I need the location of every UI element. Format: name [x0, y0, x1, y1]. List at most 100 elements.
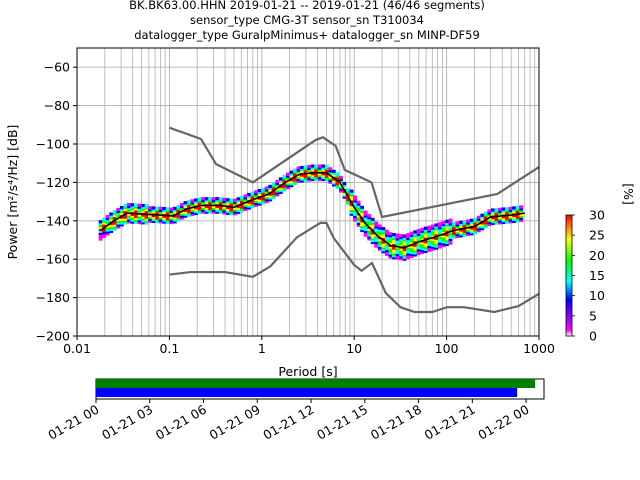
psd-cell — [416, 238, 421, 242]
psd-cell — [399, 243, 403, 247]
timeline-bars — [96, 379, 536, 397]
psd-cell — [98, 233, 103, 237]
psd-cell — [384, 252, 389, 256]
psd-cell — [434, 231, 439, 235]
psd-cell — [254, 197, 258, 202]
psd-cell — [141, 215, 145, 219]
psd-cell — [307, 178, 312, 182]
psd-cell — [179, 208, 184, 212]
psd-cell — [420, 229, 425, 233]
psd-cell — [278, 181, 283, 185]
psd-cell — [469, 232, 474, 236]
psd-cell — [176, 210, 181, 214]
psd-cell — [179, 214, 184, 218]
psd-cell — [243, 200, 248, 204]
psd-cell — [321, 172, 326, 176]
psd-cell — [275, 189, 280, 193]
psd-cell — [430, 237, 435, 242]
psd-cell — [169, 209, 174, 213]
psd-cell — [498, 211, 502, 215]
psd-cell — [353, 214, 357, 218]
psd-cell — [515, 217, 520, 221]
psd-cell — [430, 239, 435, 244]
psd-cell — [455, 227, 460, 231]
y-tick-label: −100 — [36, 137, 70, 152]
psd-cell — [141, 203, 145, 208]
psd-cell — [215, 199, 220, 203]
psd-cell — [399, 253, 403, 257]
psd-cell — [250, 202, 255, 207]
psd-cell — [158, 220, 163, 224]
psd-cell — [134, 203, 138, 207]
psd-cell — [307, 168, 312, 172]
psd-cell — [448, 231, 453, 236]
psd-cell — [335, 176, 340, 180]
psd-cell — [381, 242, 386, 246]
psd-cell — [247, 202, 251, 206]
psd-cell — [466, 225, 471, 229]
psd-cell — [437, 222, 442, 226]
psd-cell — [346, 192, 350, 196]
psd-cell — [116, 209, 121, 214]
psd-cell — [360, 228, 365, 233]
psd-cell — [413, 237, 418, 242]
psd-cell — [240, 205, 244, 209]
psd-cell — [437, 243, 442, 247]
psd-cell — [494, 219, 499, 223]
psd-cell — [158, 214, 163, 218]
psd-cell — [339, 175, 343, 180]
psd-cell — [473, 219, 478, 223]
psd-cell — [264, 194, 269, 198]
psd-cell — [240, 209, 244, 213]
psd-cell — [374, 236, 379, 241]
psd-cell — [388, 236, 393, 240]
psd-cell — [109, 214, 114, 218]
psd-cell — [353, 212, 357, 216]
psd-cell — [176, 208, 181, 212]
psd-cell — [466, 230, 471, 235]
psd-cell — [395, 250, 400, 255]
psd-cell — [483, 219, 488, 223]
psd-cell — [151, 214, 156, 218]
psd-cell — [201, 206, 205, 210]
psd-cell — [194, 202, 198, 206]
psd-cell — [490, 219, 495, 224]
psd-cell — [445, 223, 449, 227]
psd-cell — [250, 193, 255, 197]
psd-cell — [271, 182, 276, 186]
psd-cell — [285, 176, 290, 180]
psd-cell — [367, 233, 372, 237]
psd-cell — [158, 210, 163, 214]
psd-cell — [423, 228, 428, 232]
x-tick-label: 0.01 — [63, 341, 91, 356]
psd-cell — [119, 205, 124, 210]
psd-cell — [229, 206, 234, 210]
psd-cell — [367, 223, 372, 227]
psd-cell — [243, 202, 248, 206]
psd-cell — [197, 210, 202, 215]
psd-cell — [416, 246, 421, 250]
psd-cell — [169, 213, 174, 217]
psd-cell — [144, 219, 149, 223]
psd-cell — [367, 214, 372, 218]
psd-cell — [363, 231, 368, 235]
psd-cell — [367, 229, 372, 233]
psd-cell — [487, 220, 492, 225]
psd-cell — [335, 181, 340, 186]
psd-cell — [423, 247, 428, 251]
colorbar-tick-label: 15 — [589, 268, 605, 283]
psd-cell — [261, 197, 266, 201]
psd-cell — [427, 240, 432, 245]
psd-cell — [427, 227, 432, 231]
psd-cell — [402, 238, 407, 242]
psd-cell — [240, 197, 244, 201]
psd-cell — [137, 209, 142, 213]
psd-cell — [402, 255, 407, 259]
psd-cell — [335, 185, 340, 189]
psd-cell — [494, 215, 499, 219]
psd-cell — [448, 226, 453, 230]
psd-cell — [402, 251, 407, 256]
psd-cell — [399, 251, 403, 255]
mean-psd-line — [100, 172, 525, 249]
psd-cell — [353, 197, 357, 201]
